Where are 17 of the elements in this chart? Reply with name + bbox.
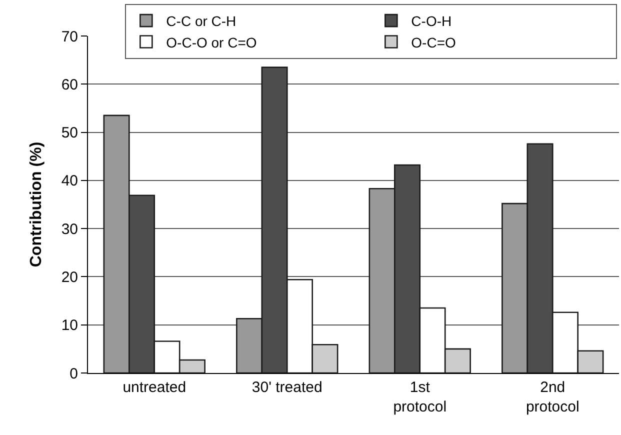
x-tick-label: 30' treated [252,379,322,396]
y-tick-label: 40 [61,172,78,190]
legend-label: C-C or C-H [166,13,236,30]
x-tick-label: 2nd protocol [526,379,580,416]
y-tick-label: 50 [61,124,78,142]
y-tick-label: 70 [61,28,78,46]
x-tick-label: 1st protocol [393,379,447,416]
y-tick-label: 30 [61,220,78,238]
y-axis-title: Contribution (%) [28,142,46,268]
legend-label: C-O-H [411,13,452,30]
legend-label: O-C=O [411,34,456,50]
x-tick-label: untreated [122,379,186,396]
legend-label: O-C-O or C=O [166,34,257,50]
y-tick-label: 0 [70,365,78,382]
y-tick-label: 10 [61,317,78,334]
y-tick-label: 60 [61,76,78,94]
y-tick-label: 20 [61,268,78,286]
